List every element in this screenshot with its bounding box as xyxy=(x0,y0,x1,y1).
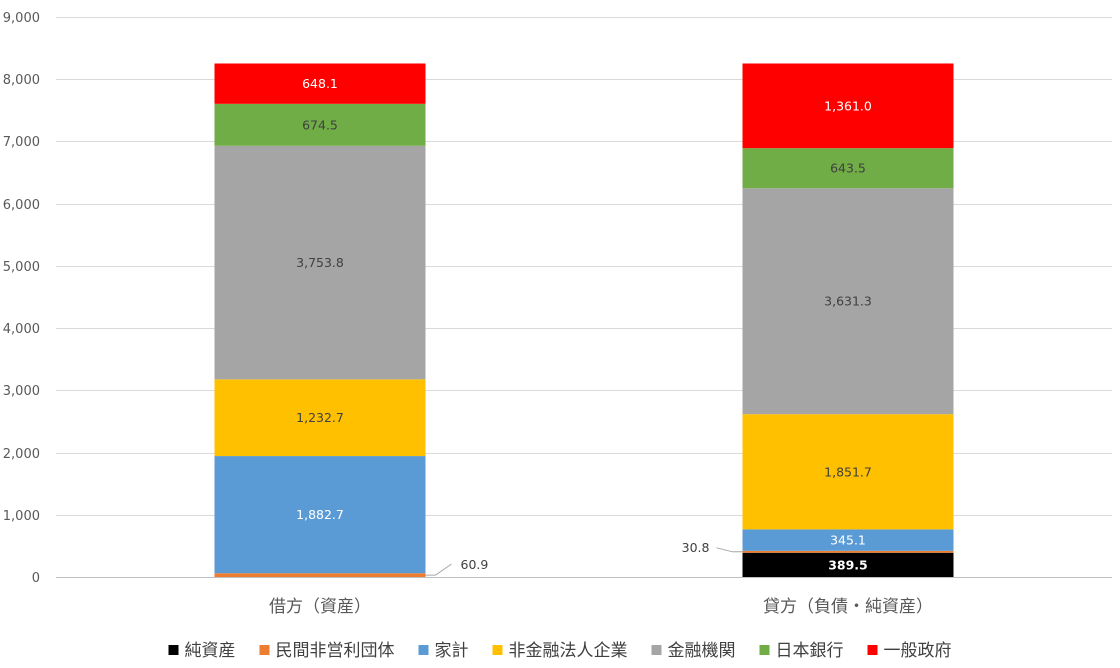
legend-item: 金融機関 xyxy=(651,641,736,661)
data-label: 389.5 xyxy=(828,557,868,572)
legend-swatch xyxy=(651,645,662,655)
data-label: 1,882.7 xyxy=(296,507,344,522)
legend-label: 民間非営利団体 xyxy=(276,641,395,661)
y-axis-ticks: 0 1,000 2,000 3,000 4,000 5,000 6,000 7,000 8,00… xyxy=(3,11,40,586)
x-category-label: 貸方（負債・純資産） xyxy=(763,597,933,617)
legend-swatch xyxy=(759,645,770,655)
y-tick-label: 8,000 xyxy=(3,73,40,88)
bar-segment xyxy=(214,103,426,146)
leader-line xyxy=(425,563,452,576)
bars xyxy=(214,63,954,577)
data-label: 1,232.7 xyxy=(296,410,344,425)
y-tick-label: 2,000 xyxy=(3,447,40,462)
legend-swatch xyxy=(867,645,878,655)
data-label: 60.9 xyxy=(461,557,489,572)
x-axis-categories: 借方（資産） 貸方（負債・純資産） xyxy=(269,597,933,617)
legend-item: 純資産 xyxy=(168,641,236,661)
legend-label: 一般政府 xyxy=(884,641,952,661)
y-tick-label: 5,000 xyxy=(3,260,40,275)
legend-swatch xyxy=(259,645,270,655)
bar-segment xyxy=(214,573,426,577)
bar-segment xyxy=(742,529,954,551)
bar-segment xyxy=(214,63,426,104)
legend-label: 家計 xyxy=(435,641,469,661)
legend-item: 一般政府 xyxy=(867,641,952,661)
bar-segment xyxy=(742,148,954,189)
data-label: 3,631.3 xyxy=(824,294,872,309)
legend-item: 日本銀行 xyxy=(759,641,844,661)
x-category-label: 借方（資産） xyxy=(269,597,371,617)
legend-label: 非金融法人企業 xyxy=(509,641,628,661)
bar-segment xyxy=(742,63,954,149)
bar-segment xyxy=(742,188,954,415)
y-tick-label: 3,000 xyxy=(3,384,40,399)
legend-item: 非金融法人企業 xyxy=(492,641,628,661)
data-label: 648.1 xyxy=(302,76,338,91)
bar-segment xyxy=(214,379,426,457)
legend-swatch xyxy=(418,645,429,655)
data-labels: 60.9 1,882.7 1,232.7 3,753.8 674.5 648.1 389.5… xyxy=(296,76,872,576)
legend-label: 日本銀行 xyxy=(776,641,844,661)
legend-label: 金融機関 xyxy=(668,641,736,661)
legend-item: 家計 xyxy=(418,641,469,661)
y-tick-label: 6,000 xyxy=(3,198,40,213)
data-label: 674.5 xyxy=(302,117,338,132)
bar-segment xyxy=(214,456,426,574)
legend-label: 純資産 xyxy=(185,641,236,661)
legend: 純資産 民間非営利団体 家計 非金融法人企業 金融機関 日本銀行 一般政府 xyxy=(168,641,952,661)
data-label: 3,753.8 xyxy=(296,255,344,270)
data-label: 30.8 xyxy=(682,540,710,555)
bar-segment xyxy=(742,550,954,553)
data-label: 1,361.0 xyxy=(824,98,872,113)
bar-segment xyxy=(214,145,426,380)
bar-segment xyxy=(742,414,954,530)
y-tick-label: 9,000 xyxy=(3,11,40,26)
legend-swatch xyxy=(168,645,179,655)
grid-lines xyxy=(56,17,1112,578)
y-tick-label: 7,000 xyxy=(3,135,40,150)
y-tick-label: 4,000 xyxy=(3,322,40,337)
y-tick-label: 1,000 xyxy=(3,509,40,524)
y-tick-label: 0 xyxy=(32,571,40,586)
bar-segment xyxy=(742,552,954,577)
data-label: 345.1 xyxy=(830,533,866,548)
data-label: 643.5 xyxy=(830,161,866,176)
legend-swatch xyxy=(492,645,503,655)
data-label: 1,851.7 xyxy=(824,464,872,479)
leader-line xyxy=(716,547,743,553)
legend-item: 民間非営利団体 xyxy=(259,641,395,661)
